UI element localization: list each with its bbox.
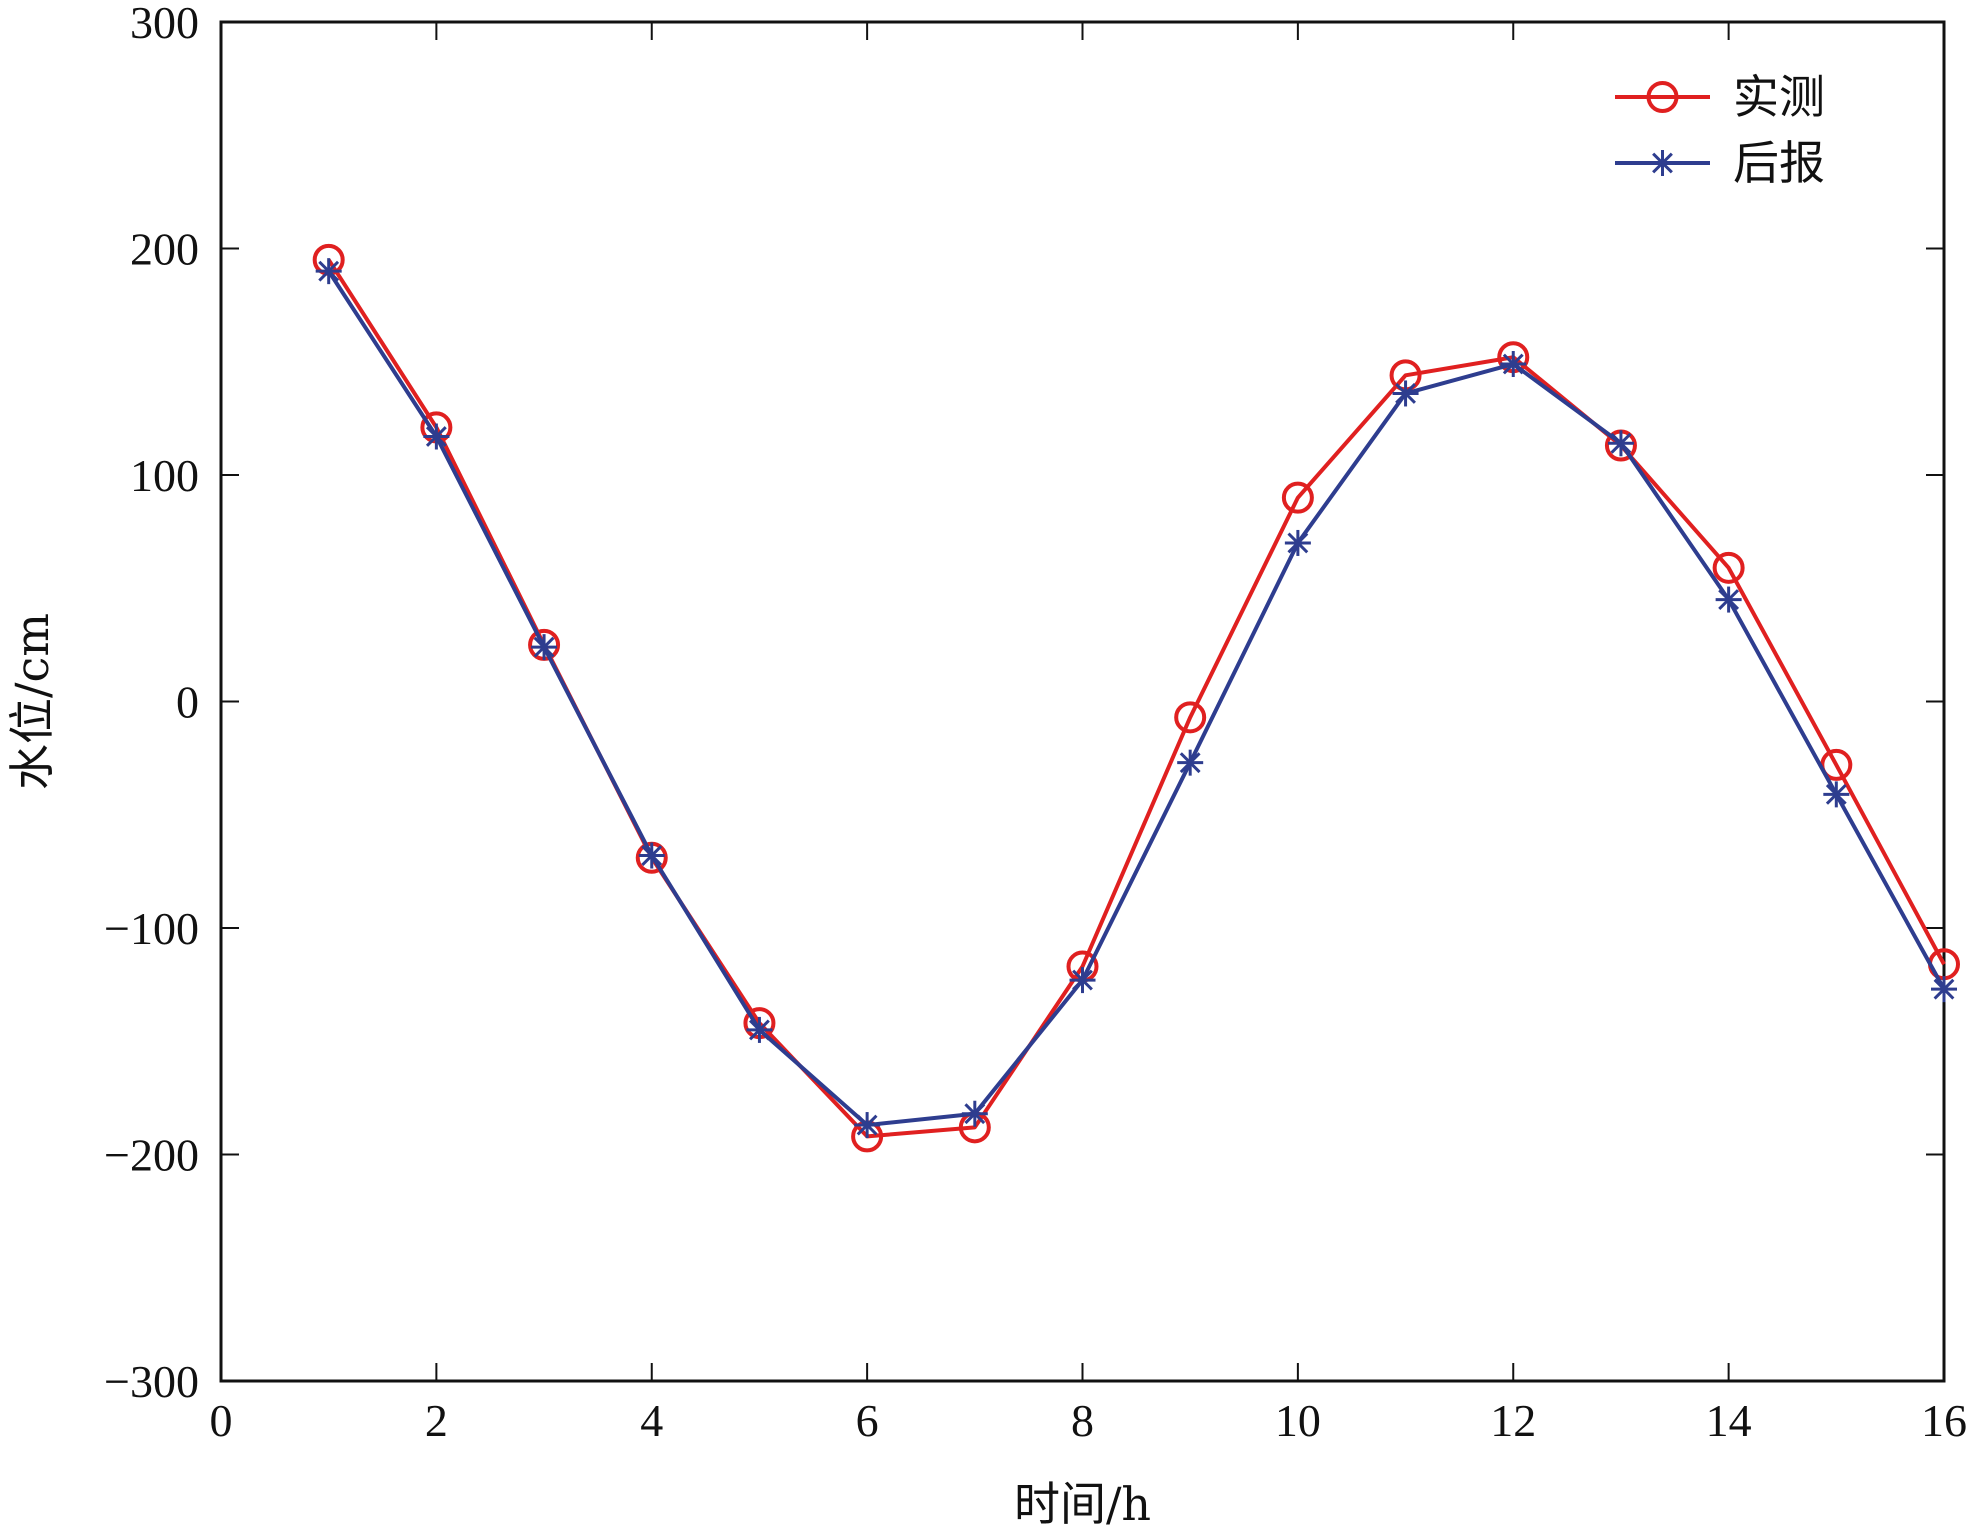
- x-tick-label: 8: [1071, 1395, 1094, 1446]
- axes: 0 2 4 6 8 10 12 14 16 −300 −200 −100 0 100 200 300 时间/h 水…: [5, 0, 1967, 1531]
- data-point: [1069, 967, 1096, 994]
- y-tick-label: −100: [104, 903, 199, 954]
- data-point: [423, 423, 450, 450]
- data-point: [1392, 380, 1419, 407]
- legend-item: 实测: [1615, 70, 1825, 124]
- data-point: [1931, 976, 1957, 1003]
- data-point: [1284, 529, 1311, 556]
- data-point: [1712, 551, 1745, 584]
- data-point: [746, 1016, 773, 1043]
- data-point: [638, 842, 665, 869]
- data-point: [1715, 586, 1742, 613]
- series-hindcast: [315, 258, 1957, 1139]
- legend-marker: [1649, 150, 1676, 176]
- legend-label: 后报: [1733, 136, 1825, 190]
- x-tick-label: 2: [425, 1395, 448, 1446]
- x-tick-label: 14: [1706, 1395, 1752, 1446]
- data-point: [531, 634, 558, 661]
- y-tick-label: −300: [104, 1356, 199, 1407]
- data-point: [1500, 351, 1527, 378]
- y-tick-label: −200: [104, 1130, 199, 1181]
- x-tick-label: 12: [1490, 1395, 1536, 1446]
- y-tick-label: 200: [130, 224, 199, 275]
- legend-label: 实测: [1733, 70, 1825, 124]
- x-axis-label: 时间/h: [1014, 1477, 1151, 1531]
- series-line: [327, 270, 1946, 1128]
- data-point: [1823, 781, 1850, 808]
- data-point: [1177, 749, 1204, 776]
- y-tick-label: 0: [176, 677, 199, 728]
- data-point: [1607, 430, 1634, 457]
- legend-item: 后报: [1615, 136, 1825, 190]
- y-tick-label: 100: [130, 450, 199, 501]
- x-tick-label: 16: [1921, 1395, 1967, 1446]
- series-observed: [312, 243, 1960, 1153]
- data-point: [1281, 481, 1314, 514]
- series-layer: [312, 243, 1960, 1153]
- data-point: [1174, 701, 1207, 734]
- x-tick-label: 6: [856, 1395, 879, 1446]
- data-point: [854, 1112, 881, 1139]
- data-point: [315, 258, 342, 285]
- x-tick-label: 4: [640, 1395, 663, 1446]
- legend-marker: [1646, 81, 1679, 113]
- y-axis-label: 水位/cm: [5, 613, 59, 790]
- data-point: [961, 1100, 988, 1127]
- plot-frame: [219, 20, 1946, 1383]
- y-tick-label: 300: [130, 0, 199, 48]
- x-tick-label: 0: [210, 1395, 233, 1446]
- x-tick-label: 10: [1275, 1395, 1321, 1446]
